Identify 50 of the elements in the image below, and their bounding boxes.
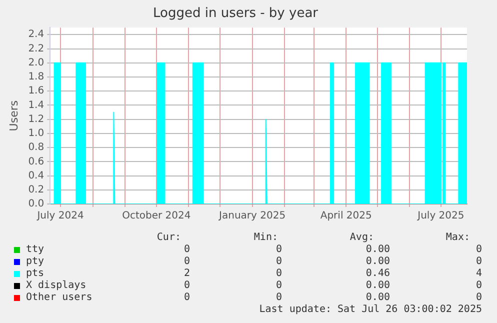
text: 0.00	[364, 256, 390, 267]
y-tick-label: 1.4	[28, 100, 44, 111]
x-tick-label: October 2024	[122, 210, 191, 222]
y-tick-label: 1.0	[28, 128, 44, 140]
x-tick-label: January 2025	[218, 210, 286, 222]
text: 4	[474, 268, 482, 279]
y-tick-label: 1.6	[28, 86, 44, 97]
text: 2	[182, 268, 190, 279]
chart-title: Logged in users - by year	[152, 6, 319, 22]
y-tick-label: 1.2	[28, 114, 44, 125]
y-tick-label: 2.0	[28, 57, 44, 68]
text: 0	[474, 292, 482, 303]
text: 0	[274, 256, 282, 267]
text: Cur:	[156, 232, 181, 243]
text: 0.00	[364, 244, 390, 255]
text: Avg:	[348, 232, 374, 243]
y-tick-label: 2.4	[28, 29, 44, 40]
text: 0	[182, 256, 190, 267]
y-tick-label: 0.8	[28, 142, 44, 154]
text: 0	[274, 292, 282, 303]
text: 0	[182, 280, 190, 291]
legend-label: pts	[26, 268, 44, 279]
text: 0	[274, 268, 282, 279]
x-tick-label: July 2025	[416, 210, 464, 222]
text: Min:	[252, 232, 278, 243]
x-tick-label: April 2025	[320, 210, 372, 222]
text: Last update: Sat Jul 26 03:00:02 2025	[259, 304, 482, 315]
legend-label: pty	[26, 256, 44, 267]
text: 0	[274, 244, 282, 255]
y-tick-label: 0.6	[28, 156, 44, 168]
text: 0	[274, 280, 282, 291]
x-tick-label: July 2024	[36, 210, 84, 222]
legend-label: tty	[26, 244, 44, 255]
y-tick-label: 0.4	[28, 170, 44, 182]
y-tick-label: 1.8	[28, 72, 44, 83]
text: 0	[474, 280, 482, 291]
text: 0.00	[364, 292, 390, 303]
text: Max:	[444, 232, 470, 243]
text: 0	[474, 256, 482, 267]
y-axis-title: Users	[7, 100, 20, 132]
y-tick-label: 0.2	[28, 184, 44, 196]
text: 0.46	[364, 268, 390, 279]
text: 0	[182, 292, 190, 303]
legend-label: Other users	[26, 292, 92, 303]
text: 0	[182, 244, 190, 255]
legend-label: X displays	[26, 280, 86, 291]
text: 0.00	[364, 280, 390, 291]
y-tick-label: 0.0	[28, 198, 44, 210]
text: 0	[474, 244, 482, 255]
y-tick-label: 2.2	[28, 43, 44, 54]
